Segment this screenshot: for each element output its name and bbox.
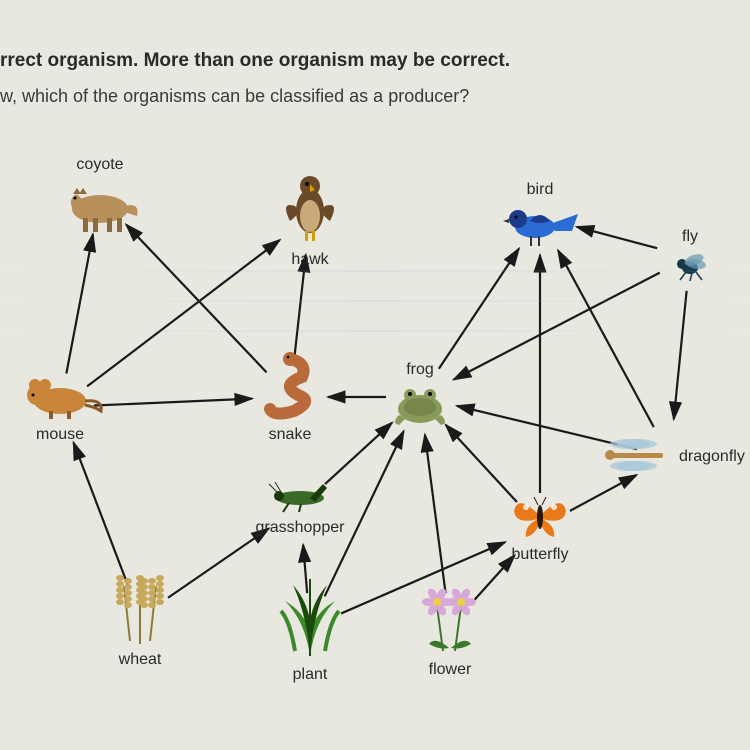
- dragonfly-icon: [595, 430, 675, 485]
- organism-grasshopper[interactable]: grasshopper: [256, 478, 345, 537]
- plant-label: plant: [275, 666, 345, 684]
- edge-wheat-to-mouse: [74, 443, 128, 586]
- edge-wheat-to-grasshopper: [168, 529, 269, 598]
- flower-icon: [415, 576, 485, 661]
- bird-label: bird: [500, 181, 580, 199]
- edge-fly-to-bird: [577, 227, 657, 248]
- fly-label: fly: [670, 228, 710, 246]
- organism-flower[interactable]: flower: [415, 576, 485, 679]
- edge-fly-to-frog: [454, 273, 660, 380]
- organism-fly[interactable]: fly: [670, 228, 710, 287]
- hawk-label: hawk: [275, 251, 345, 269]
- edge-mouse-to-hawk: [87, 240, 280, 386]
- organism-hawk[interactable]: hawk: [275, 166, 345, 269]
- edge-flower-to-frog: [425, 435, 446, 594]
- frog-icon: [385, 379, 455, 434]
- edge-snake-to-hawk: [294, 255, 306, 363]
- organism-frog[interactable]: frog: [385, 361, 455, 434]
- frog-label: frog: [385, 361, 455, 379]
- snake-icon: [260, 351, 320, 426]
- question-page: rrect organism. More than one organism m…: [0, 0, 750, 717]
- coyote-label: coyote: [55, 156, 145, 174]
- instruction-text: rrect organism. More than one organism m…: [0, 50, 750, 72]
- hawk-icon: [275, 166, 345, 251]
- fly-icon: [670, 246, 710, 287]
- question-text: w, which of the organisms can be classif…: [0, 86, 750, 107]
- flower-label: flower: [415, 661, 485, 679]
- butterfly-icon: [510, 491, 570, 546]
- edge-mouse-to-coyote: [66, 234, 93, 373]
- wheat-label: wheat: [110, 651, 170, 669]
- dragonfly-label: dragonfly: [679, 448, 745, 466]
- butterfly-label: butterfly: [510, 546, 570, 564]
- food-web-diagram: coyote hawk bird: [0, 117, 750, 717]
- edge-dragonfly-to-bird: [558, 250, 654, 427]
- organism-plant[interactable]: plant: [275, 571, 345, 684]
- plant-icon: [275, 571, 345, 666]
- edge-frog-to-bird: [439, 249, 519, 369]
- organism-snake[interactable]: snake: [260, 351, 320, 444]
- edge-grasshopper-to-frog: [325, 423, 392, 484]
- mouse-icon: [15, 371, 105, 426]
- mouse-label: mouse: [15, 426, 105, 444]
- organism-butterfly[interactable]: butterfly: [510, 491, 570, 564]
- organism-wheat[interactable]: wheat: [110, 566, 170, 669]
- edge-mouse-to-snake: [94, 399, 252, 406]
- grasshopper-icon: [265, 478, 335, 519]
- snake-label: snake: [260, 426, 320, 444]
- organism-coyote[interactable]: coyote: [55, 156, 145, 239]
- organism-bird[interactable]: bird: [500, 181, 580, 254]
- grasshopper-label: grasshopper: [256, 519, 345, 537]
- edge-fly-to-dragonfly: [674, 291, 687, 419]
- organism-dragonfly[interactable]: dragonfly: [595, 430, 745, 485]
- edge-butterfly-to-frog: [446, 425, 517, 502]
- wheat-icon: [110, 566, 170, 651]
- coyote-icon: [55, 174, 145, 239]
- bird-icon: [500, 199, 580, 254]
- organism-mouse[interactable]: mouse: [15, 371, 105, 444]
- edge-snake-to-coyote: [126, 225, 266, 373]
